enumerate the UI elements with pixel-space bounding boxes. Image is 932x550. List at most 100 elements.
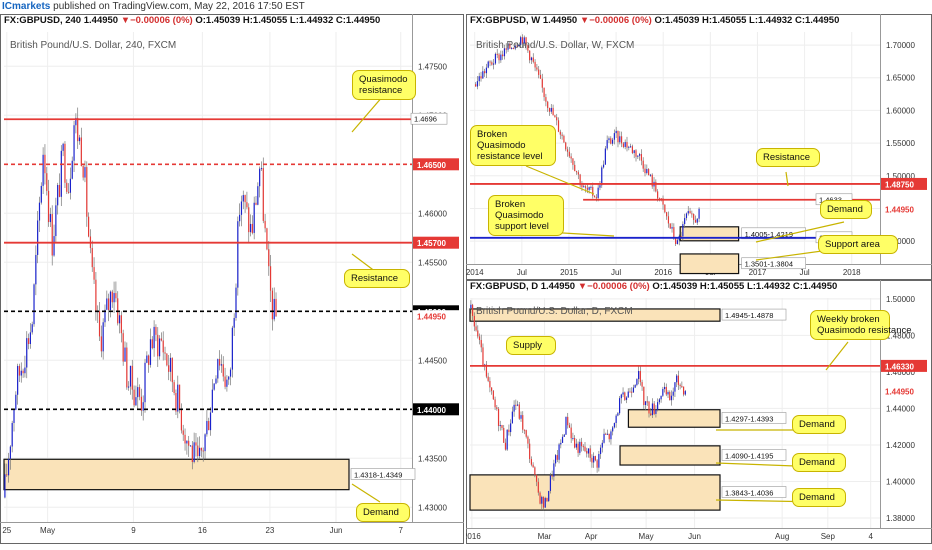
h4-price-tag-label: 1.44000 [417,406,446,415]
daily-ytick-label: 1.40000 [886,477,915,486]
daily-candle-body [549,475,552,491]
weekly-candle-body [601,167,603,186]
weekly-candle-body [644,168,646,174]
h4-candle-body [149,339,152,365]
h4-candle-body [57,185,59,206]
h4-candle-body [62,143,64,151]
weekly-candle-body [552,107,554,116]
h4-candle-body [260,168,263,170]
daily-candle-body [506,429,508,450]
h4-candle-body [22,370,24,374]
daily-candle-body [534,467,536,475]
daily-candle-body [496,407,498,409]
h4-candle-body [124,347,126,362]
weekly-price-tag-box [881,177,927,190]
weekly-chart-panel[interactable]: 1.700001.650001.600001.550001.500001.450… [466,14,932,280]
daily-chart-panel[interactable]: 1.50000 1.48000 1.46000 1.44000 1.42000 1.400… [466,280,932,544]
daily-candle-body [672,391,674,396]
h4-price-tag-label: 1.45700 [417,239,446,248]
weekly-candle-body [520,37,522,45]
daily-demand-supply-zone [469,308,721,322]
weekly-candle-body [514,45,516,49]
weekly-candle-body [561,134,563,136]
h4-candle-body [222,364,224,377]
daily-zone-label: 1.4945-1.4878 [725,311,773,320]
h4-candle-body [251,223,253,233]
h4-candle-body [126,347,128,388]
h4-candle-body [75,117,77,126]
callout-pointer-line [755,221,845,243]
h4-candle-body [9,446,11,459]
h4-candle-body [162,340,164,353]
daily-candle-body [677,375,679,385]
weekly-callout-resistance: Resistance [756,148,820,167]
h4-candle-body [142,402,144,411]
h4-candle-body [202,450,204,452]
h4-candle-body [148,355,150,365]
daily-candle-body [612,427,614,432]
weekly-high: H:1.45055 [702,15,747,26]
weekly-ytick-label: 1.60000 [886,106,915,115]
weekly-candle-body [485,67,488,74]
daily-candle-body [558,444,560,460]
daily-candle-body [530,459,532,465]
weekly-candle-body [602,164,605,168]
h4-candle-body [6,474,8,476]
h4-candle-body [242,195,244,202]
h4-candle-body [93,267,95,280]
h4-candle-body [275,298,277,317]
h4-ytick-label: 1.44500 [418,356,447,365]
daily-candle-body [537,481,539,493]
weekly-candle-body [496,53,498,55]
daily-candle-body [539,492,541,504]
daily-candle-body [613,423,616,428]
h4-candle-body [233,317,235,328]
daily-candle-body [485,364,488,377]
h4-candle-body [249,223,252,233]
weekly-candle-body [593,195,596,198]
h4-candle-body [257,186,259,205]
h4-candle-body [180,408,183,431]
weekly-candle-body [639,154,641,156]
h4-candle-body [186,440,188,444]
callout-pointer-line [825,341,849,371]
h4-chart-panel[interactable]: 1.475001.470001.460001.455001.445001.435… [0,14,464,544]
h4-price-tag-box [413,403,459,416]
weekly-candle-body [682,224,684,237]
publisher-link[interactable]: ICmarkets [2,1,51,12]
h4-candle-body [111,291,113,303]
h4-xtick-label: 7 [399,526,404,535]
weekly-xtick-label: Jul [799,268,809,277]
weekly-candle-body [570,156,572,159]
h4-candle-body [211,389,213,413]
h4-candle-body [204,434,206,452]
h4-candle-body [208,421,210,431]
h4-candle-body [55,205,57,237]
weekly-candle-body [669,223,671,229]
weekly-candle-body [478,76,480,82]
daily-candle-body [497,408,500,426]
h4-zone-tag-box [350,468,416,480]
h4-candle-body [80,137,82,167]
h4-candle-body [26,338,28,368]
h4-candle-body [33,284,35,325]
h4-candle-body [244,195,246,203]
daily-candle-body [516,404,519,406]
h4-last: 1.44950 [83,15,119,26]
daily-candle-body [650,413,652,416]
daily-last-price-label: 1.44950 [885,388,914,397]
h4-last-price-label: 1.44950 [417,313,446,322]
daily-callout-supply: Supply [506,336,556,355]
daily-last: 1.44950 [540,281,576,292]
h4-candle-body [17,365,19,395]
daily-candle-body [551,475,553,477]
daily-candle-body [477,330,479,337]
daily-candle-body [572,438,574,440]
h4-candle-body [239,214,241,222]
weekly-candle-body [574,164,576,172]
h4-candle-body [86,167,88,217]
h4-candle-body [51,214,53,256]
h4-candle-body [82,166,84,178]
weekly-candle-body [498,54,500,61]
daily-candle-body [670,395,673,401]
